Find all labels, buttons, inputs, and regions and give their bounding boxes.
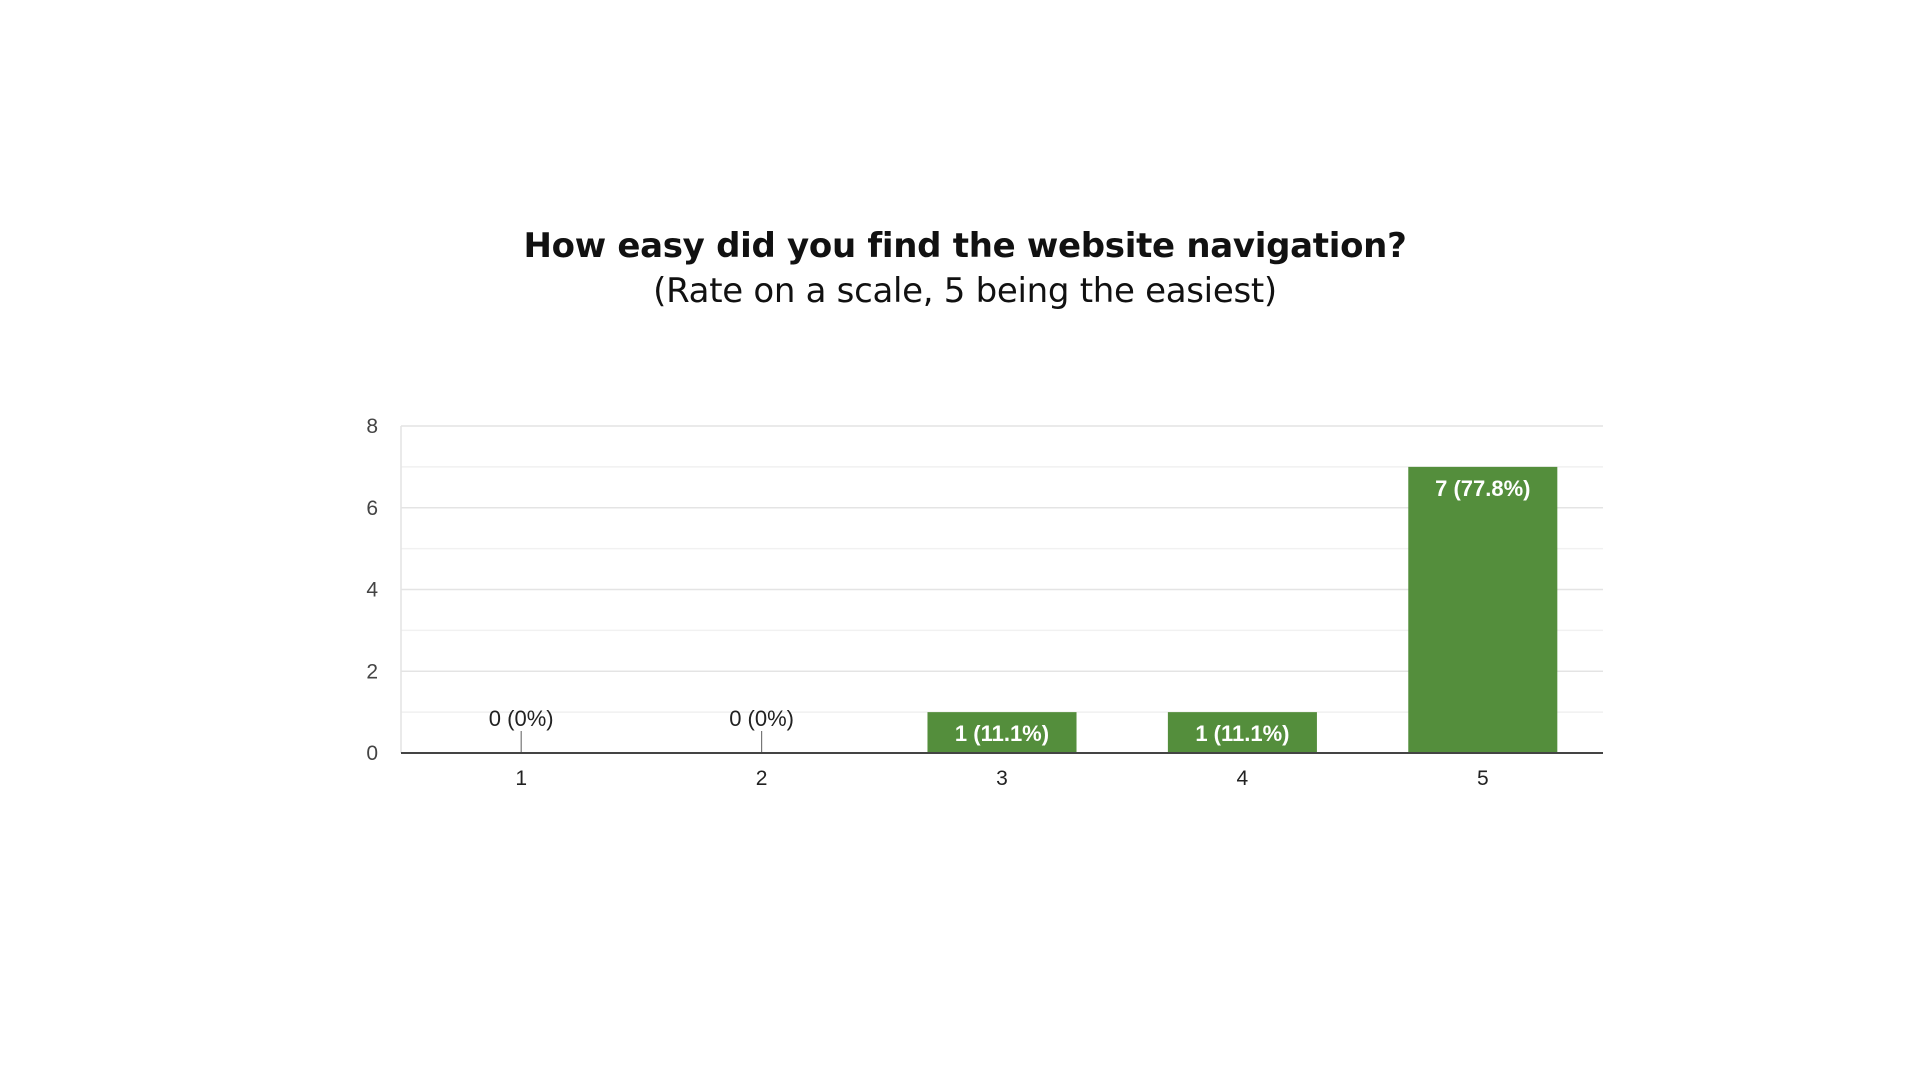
data-label: 0 (0%)	[489, 706, 554, 731]
data-label: 1 (11.1%)	[1195, 721, 1289, 746]
data-labels: 0 (0%) 0 (0%) 1 (11.1%) 1 (11.1%) 7 (77.8%)	[489, 476, 1531, 746]
x-tick-label: 1	[515, 767, 527, 790]
bar	[1167, 712, 1317, 753]
chart-title: How easy did you find the website naviga…	[523, 226, 1407, 266]
data-label: 1 (11.1%)	[955, 721, 1049, 746]
x-tick-label: 3	[996, 767, 1008, 790]
data-label: 7 (77.8%)	[1435, 476, 1530, 501]
y-tick-label: 8	[366, 415, 378, 438]
bars	[520, 466, 1558, 753]
axes: 0 2 4 6 8 1 2 3 4 5	[366, 415, 1603, 790]
bar	[1408, 466, 1558, 753]
x-tick-label: 2	[756, 767, 768, 790]
x-tick-label: 5	[1477, 767, 1489, 790]
grid-lines	[400, 425, 1603, 753]
y-tick-label: 4	[366, 579, 378, 602]
y-tick-label: 6	[366, 497, 378, 520]
chart-subtitle: (Rate on a scale, 5 being the easiest)	[653, 271, 1277, 311]
bar	[927, 712, 1077, 753]
data-label: 0 (0%)	[729, 706, 794, 731]
y-tick-label: 0	[366, 742, 378, 765]
x-tick-label: 4	[1237, 767, 1249, 790]
y-tick-label: 2	[366, 660, 378, 683]
